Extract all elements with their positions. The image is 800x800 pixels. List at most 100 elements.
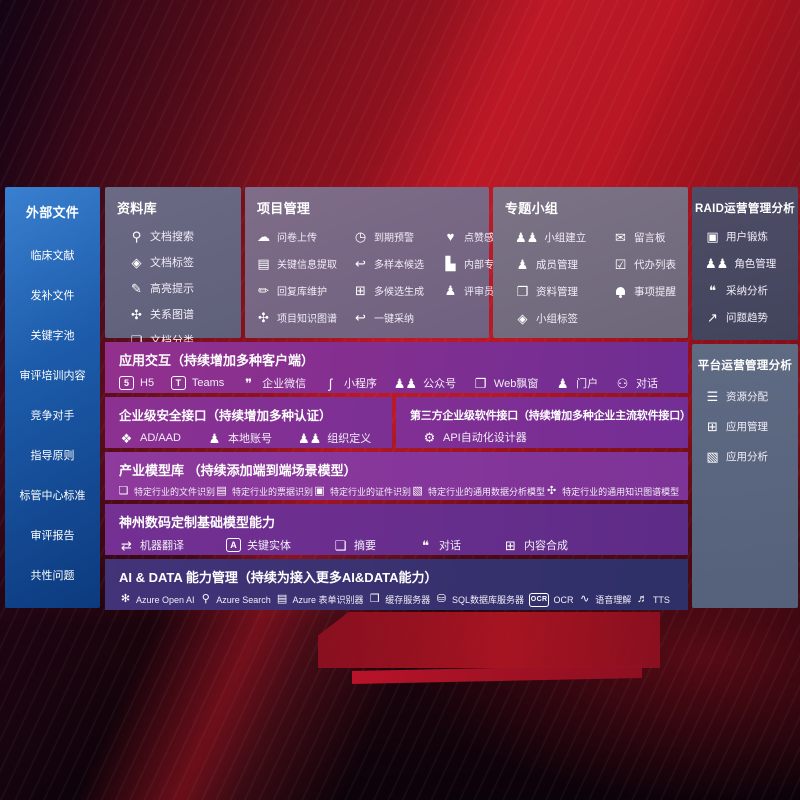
project-management-panel: 项目管理 ☁问卷上传 ◷到期预警 ♥点赞感谢 ▤关键信息提取 ↩多样本候选 ▙内… [245, 187, 524, 338]
user-card-icon: ▣ [706, 229, 719, 244]
item-api-designer: ⚙ API自动化设计器 [422, 429, 527, 445]
item-label: 关系图谱 [150, 309, 194, 321]
item-content-synthesis: ⊞ 内容合成 [503, 537, 568, 553]
item-due-alert: ◷ 到期预警 [353, 229, 443, 244]
cloud-upload-icon: ☁ [257, 229, 270, 244]
item-doc-tag: ◈ 文档标签 [129, 254, 241, 270]
item-h5: 5 H5 [119, 376, 154, 390]
item-label: 关键实体 [247, 540, 291, 552]
item-label: 摘要 [354, 540, 376, 552]
doc-classify-icon: ❏ [130, 332, 143, 348]
role-manage-icon: ♟♟ [705, 256, 729, 271]
sidebar-items: 临床文献 发补文件 关键字池 审评培训内容 竞争对手 指导原则 标管中心标准 审… [5, 247, 100, 583]
speech-understanding-icon: ∿ [580, 593, 590, 605]
material-manage-icon: ❒ [516, 284, 529, 299]
item-label: 成员管理 [536, 259, 578, 271]
item-label: 特定行业的通用数据分析模型 [428, 487, 546, 497]
issue-trend-icon: ↗ [707, 310, 718, 325]
item-label: 回复库维护 [277, 287, 327, 298]
item-label: H5 [140, 377, 155, 389]
app-manage-icon: ⊞ [707, 419, 718, 434]
miniprogram-icon: ∫ [328, 375, 333, 391]
item-label: 多候选生成 [374, 287, 424, 298]
item-label: 留言板 [634, 232, 666, 244]
item-local-account: ♟ 本地账号 [207, 430, 272, 446]
item-portal: ♟ 门户 [555, 375, 598, 391]
item-label: OCR [553, 594, 574, 605]
cache-server-icon: ❒ [369, 593, 380, 605]
background-red-slab [318, 612, 660, 668]
item-label: 多样本候选 [374, 260, 424, 271]
reviewer-profile-icon: ♟ [444, 283, 457, 298]
item-industry-id: ▣ 特定行业的证件识别 [313, 484, 411, 499]
repository-panel: 资料库 ⚲ 文档搜索 ◈ 文档标签 ✎ 高亮提示 ✣ 关系图谱 ❏ 文档分类 [105, 187, 241, 348]
sidebar-item-supplement-files: 发补文件 [30, 290, 75, 302]
app-interaction-row: 应用交互（持续增加多种客户端） 5 H5 T Teams ❞ 企业微信 ∫ 小程序 ♟♟… [105, 342, 688, 393]
item-azure-form: ▤ Azure 表单识别器 [276, 592, 364, 607]
item-label: 问题趋势 [726, 312, 768, 324]
item-project-knowledge-graph: ✣ 项目知识图谱 [256, 310, 353, 325]
item-message-board: ✉ 留言板 [613, 230, 688, 245]
item-summary: ❏ 摘要 [333, 537, 376, 553]
item-label: 资料管理 [536, 286, 578, 298]
item-official-account: ♟♟ 公众号 [394, 375, 456, 391]
item-label: 特定行业的文件识别 [134, 487, 216, 497]
item-relation-graph: ✣ 关系图谱 [129, 306, 241, 322]
item-label: 代办列表 [634, 259, 676, 271]
industry-file-recognition-icon: ❏ [118, 485, 129, 497]
item-industry-invoice: ▤ 特定行业的票据识别 [215, 484, 313, 499]
item-user-card: ▣ 用户锻炼 [705, 229, 798, 244]
item-label: 高亮提示 [150, 283, 194, 295]
group-create-icon: ♟♟ [515, 230, 539, 245]
azure-search-icon: ⚲ [201, 593, 210, 605]
item-doc-search: ⚲ 文档搜索 [129, 228, 241, 244]
item-label: AD/AAD [140, 432, 181, 444]
sidebar-item-clinical-literature: 临床文献 [30, 250, 75, 262]
resource-allocation-icon: ☰ [706, 389, 719, 404]
app-analysis-icon: ▧ [706, 449, 719, 464]
platform-analysis-panel: 平台运营管理分析 ☰ 资源分配 ⊞ 应用管理 ▧ 应用分析 [692, 344, 798, 608]
sql-database-icon: ⛁ [436, 593, 447, 605]
item-reminder: 事项提醒 [613, 284, 688, 299]
item-label: 应用管理 [726, 421, 768, 433]
item-resource-allocation: ☰ 资源分配 [705, 389, 798, 404]
azure-form-recognizer-icon: ▤ [276, 593, 288, 605]
item-questionnaire-upload: ☁ 问卷上传 [256, 229, 353, 244]
industry-invoice-recognition-icon: ▤ [216, 485, 227, 497]
item-miniprogram: ∫ 小程序 [323, 375, 377, 391]
item-azure-search: ⚲ Azure Search [199, 592, 271, 607]
teams-icon: T [170, 376, 186, 390]
dialogue-icon: ⚇ [616, 375, 629, 391]
item-web-popup: ❐ Web飘窗 [473, 375, 539, 391]
ai-data-capability-row: AI & DATA 能力管理（持续为接入更多AI&DATA能力） ✻ Azure … [105, 559, 688, 610]
item-label: Azure Search [216, 594, 271, 605]
item-org-definition: ♟♟ 组织定义 [298, 430, 371, 446]
item-label: 一键采纳 [374, 314, 414, 325]
due-alarm-icon: ◷ [354, 229, 367, 244]
item-reply-library: ✏ 回复库维护 [256, 283, 353, 298]
item-label: 关键信息提取 [277, 260, 337, 271]
item-label: 对话 [439, 540, 461, 552]
item-wecom: ❞ 企业微信 [241, 375, 306, 391]
project-panel-title: 项目管理 [257, 201, 311, 216]
item-label: 点赞感谢 [464, 233, 504, 244]
adoption-analysis-icon: ❝ [709, 283, 716, 298]
item-multi-candidate: ⊞ 多候选生成 [353, 283, 443, 298]
item-material-manage: ❒ 资料管理 [515, 284, 613, 299]
tts-icon: ♬ [636, 593, 648, 605]
item-speech-understanding: ∿ 语音理解 [578, 592, 631, 607]
repository-panel-title: 资料库 [117, 201, 157, 216]
item-label: 特定行业的证件识别 [330, 487, 412, 497]
api-automation-designer-icon: ⚙ [423, 429, 436, 445]
one-click-adopt-icon: ↩ [355, 310, 366, 325]
item-like-thanks: ♥ 点赞感谢 [443, 229, 524, 244]
item-label: 公众号 [423, 378, 457, 390]
item-key-info-extract: ▤ 关键信息提取 [256, 256, 353, 271]
item-label: 小组建立 [544, 232, 587, 244]
item-label: 内容合成 [524, 540, 568, 552]
item-label: 对话 [636, 378, 658, 390]
item-label: 特定行业的票据识别 [232, 487, 314, 497]
item-label: 到期预警 [374, 233, 414, 244]
item-app-analysis: ▧ 应用分析 [705, 449, 798, 464]
